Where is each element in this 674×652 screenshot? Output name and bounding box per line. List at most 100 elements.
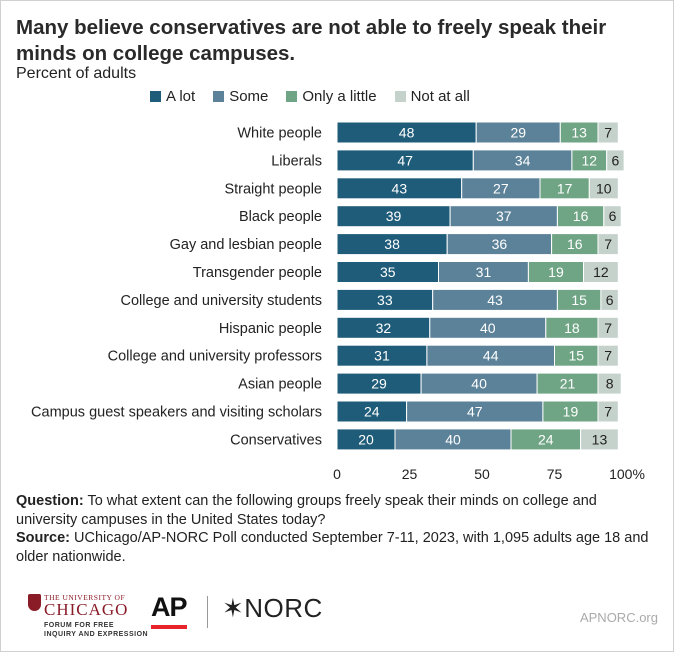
uchicago-line1: THE UNIVERSITY OF (44, 593, 126, 602)
footnote: Question: To what extent can the followi… (16, 492, 661, 566)
data-label-liberals-a-lot: 47 (397, 152, 413, 168)
bar-conservatives-not-at-all (580, 428, 619, 451)
data-label-asian-people-some: 40 (471, 376, 487, 392)
data-label-campus-guest-speakers-and-visiting-scholars-only-a-little: 19 (563, 404, 579, 420)
bar-asian-people-not-at-all (597, 372, 622, 395)
data-label-gay-and-lesbian-people-some: 36 (492, 236, 508, 252)
ap-logo-bar (151, 625, 187, 629)
data-label-transgender-people-only-a-little: 19 (548, 264, 564, 280)
data-label-campus-guest-speakers-and-visiting-scholars-some: 47 (467, 404, 483, 420)
data-label-transgender-people-a-lot: 35 (380, 264, 396, 280)
bar-campus-guest-speakers-and-visiting-scholars-not-at-all (597, 400, 619, 423)
data-label-liberals-not-at-all: 6 (612, 152, 620, 168)
uchicago-line3a: FORUM FOR FREE (44, 622, 114, 629)
norc-logo: ✶NORC (222, 593, 323, 623)
x-tick-label-4: 100% (609, 466, 645, 482)
x-tick-label-0: 0 (333, 466, 341, 482)
legend-swatch-only-a-little (286, 90, 298, 102)
data-label-white-people-not-at-all: 7 (604, 125, 612, 141)
data-label-conservatives-not-at-all: 13 (592, 431, 608, 447)
data-label-gay-and-lesbian-people-a-lot: 38 (384, 236, 400, 252)
data-label-black-people-a-lot: 39 (386, 208, 402, 224)
bar-straight-people-not-at-all (588, 177, 619, 200)
x-tick-label-2: 50 (474, 466, 490, 482)
legend-item-only-a-little: Only a little (286, 87, 377, 105)
bar-black-people-not-at-all (603, 205, 622, 228)
uchicago-line3: FORUM FOR FREE INQUIRY AND EXPRESSION (44, 621, 148, 639)
website-label: APNORC.org (579, 610, 658, 625)
category-label-black-people: Black people (239, 209, 322, 225)
legend-label-a-lot: A lot (166, 87, 196, 105)
bar-transgender-people-not-at-all (583, 261, 619, 283)
data-label-college-and-university-students-some: 43 (487, 292, 503, 308)
data-label-conservatives-a-lot: 20 (358, 431, 374, 447)
logo-row: THE UNIVERSITY OF CHICAGO FORUM FOR FREE… (0, 580, 674, 650)
source-text: UChicago/AP-NORC Poll conducted Septembe… (16, 530, 649, 565)
legend-label-some: Some (229, 87, 269, 105)
data-label-college-and-university-students-not-at-all: 6 (606, 292, 614, 308)
chart-subtitle: Percent of adults (16, 65, 137, 82)
data-label-asian-people-a-lot: 29 (371, 376, 387, 392)
data-label-white-people-a-lot: 48 (399, 125, 415, 141)
category-label-asian-people: Asian people (238, 377, 322, 393)
data-label-college-and-university-professors-not-at-all: 7 (604, 348, 612, 364)
data-label-transgender-people-not-at-all: 12 (593, 264, 609, 280)
category-label-straight-people: Straight people (224, 181, 322, 197)
category-label-transgender-people: Transgender people (193, 265, 322, 281)
data-label-gay-and-lesbian-people-not-at-all: 7 (604, 236, 612, 252)
data-label-college-and-university-professors-only-a-little: 15 (568, 348, 584, 364)
category-label-conservatives: Conservatives (230, 432, 322, 448)
stacked-bar-chart: White people 48 29 13 7 Liberals 47 34 12 6 Straig… (31, 121, 645, 482)
data-label-gay-and-lesbian-people-only-a-little: 16 (567, 236, 583, 252)
category-label-gay-and-lesbian-people: Gay and lesbian people (170, 237, 322, 253)
legend-item-some: Some (213, 88, 268, 105)
data-label-straight-people-a-lot: 43 (392, 180, 408, 196)
bar-liberals-not-at-all (606, 149, 625, 172)
data-label-hispanic-people-some: 40 (480, 320, 496, 336)
category-label-white-people: White people (237, 126, 322, 142)
uchicago-line3b: INQUIRY AND EXPRESSION (44, 631, 149, 638)
data-label-black-people-only-a-little: 16 (573, 208, 589, 224)
data-label-campus-guest-speakers-and-visiting-scholars-not-at-all: 7 (604, 404, 612, 420)
legend-swatch-some (213, 90, 225, 102)
data-label-college-and-university-professors-some: 44 (483, 348, 499, 364)
data-label-hispanic-people-a-lot: 32 (376, 320, 392, 336)
category-label-college-and-university-professors: College and university professors (108, 349, 322, 365)
data-label-campus-guest-speakers-and-visiting-scholars-a-lot: 24 (364, 404, 380, 420)
category-label-college-and-university-students: College and university students (120, 293, 322, 309)
x-tick-label-1: 25 (402, 466, 418, 482)
legend-swatch-a-lot (150, 90, 161, 102)
data-label-conservatives-some: 40 (445, 431, 461, 447)
data-label-asian-people-not-at-all: 8 (606, 376, 614, 392)
data-label-liberals-some: 34 (515, 152, 531, 168)
category-label-campus-guest-speakers-and-visiting-scholars: Campus guest speakers and visiting schol… (31, 405, 322, 421)
data-label-college-and-university-professors-a-lot: 31 (374, 348, 390, 364)
bar-white-people-not-at-all (597, 121, 619, 144)
uchicago-logo: THE UNIVERSITY OF CHICAGO FORUM FOR FREE… (28, 592, 148, 638)
legend-item-a-lot: A lot (150, 88, 195, 105)
chart-title: Many believe conservatives are not able … (16, 16, 607, 65)
data-label-white-people-some: 29 (510, 125, 526, 141)
x-tick-label-3: 75 (547, 466, 563, 482)
source-label: Source: (16, 530, 70, 546)
data-label-college-and-university-students-a-lot: 33 (377, 292, 393, 308)
data-label-college-and-university-students-only-a-little: 15 (571, 292, 587, 308)
logo-divider (207, 596, 208, 628)
data-label-liberals-only-a-little: 12 (582, 152, 598, 168)
data-label-white-people-only-a-little: 13 (571, 125, 587, 141)
question-label: Question: (16, 493, 84, 509)
data-label-straight-people-not-at-all: 10 (596, 180, 612, 196)
chart-legend: A lot Some Only a little Not at all (150, 86, 488, 106)
legend-label-not-at-all: Not at all (410, 87, 470, 105)
data-label-conservatives-only-a-little: 24 (538, 431, 554, 447)
data-label-hispanic-people-not-at-all: 7 (604, 320, 612, 336)
data-label-straight-people-only-a-little: 17 (557, 180, 573, 196)
legend-item-not-at-all: Not at all (394, 87, 470, 105)
bar-gay-and-lesbian-people-not-at-all (597, 233, 619, 256)
legend-label-only-a-little: Only a little (302, 87, 377, 105)
legend-swatch-not-at-all (394, 90, 406, 102)
question-text: To what extent can the following groups … (16, 493, 597, 528)
bar-college-and-university-students-not-at-all (600, 288, 619, 311)
category-label-hispanic-people: Hispanic people (219, 321, 322, 337)
data-label-hispanic-people-only-a-little: 18 (564, 320, 580, 336)
